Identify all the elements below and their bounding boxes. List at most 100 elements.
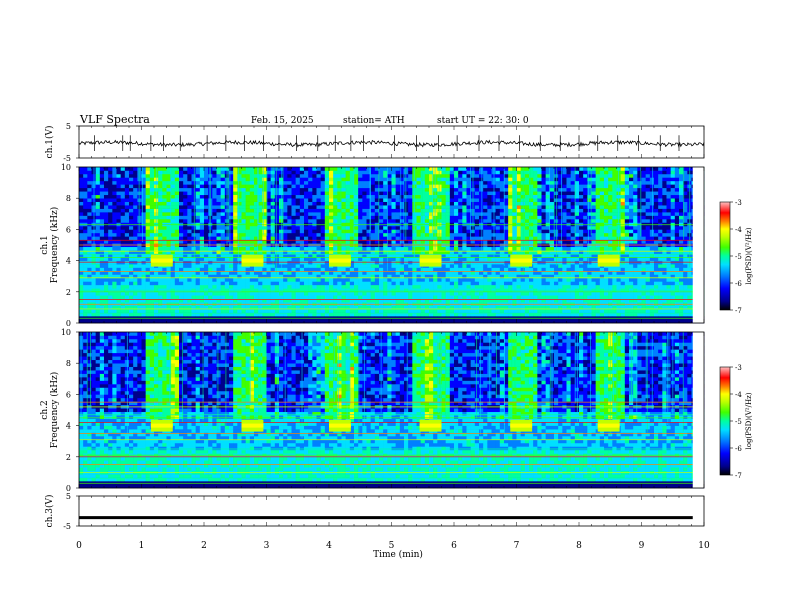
ch1-spectrogram-cell xyxy=(395,184,401,189)
ch1-spectrogram-cell xyxy=(270,291,276,296)
ch1-spectrogram-cell xyxy=(387,212,392,216)
ch1-spectrogram-cell xyxy=(504,312,509,317)
ch1-spectrogram-cell xyxy=(191,267,196,272)
ch1-spectrogram-cell xyxy=(195,319,201,324)
ch1-spectrogram-cell xyxy=(120,187,126,192)
date-label: Feb. 15, 2025 xyxy=(251,116,314,126)
ch1-spectrogram-cell xyxy=(437,208,442,213)
ch1-spectrogram-cell xyxy=(191,167,196,171)
ch1-spectrogram-cell xyxy=(341,194,346,199)
ch1-spectrogram-cell xyxy=(83,212,88,216)
ch1-spectrogram-cell xyxy=(145,250,151,254)
ch1-spectrogram-cell xyxy=(395,267,401,272)
ch1-spectrogram-cell xyxy=(170,267,176,272)
ch1-spectrogram-cell xyxy=(458,225,463,230)
ch1-spectrogram-cell xyxy=(241,267,246,272)
ch1-spectrogram-cell xyxy=(274,267,280,272)
ch1-spectrogram-cell xyxy=(324,246,330,251)
ch1-spectrogram-cell xyxy=(449,219,455,223)
ch1-spectrogram-cell xyxy=(216,208,221,213)
ch1-spectrogram-cell xyxy=(112,239,117,244)
ch1-spectrogram-cell xyxy=(383,198,388,202)
ch1-spectrogram-cell xyxy=(362,180,367,185)
ch1-spectrogram-cell xyxy=(91,271,96,275)
ch1-spectrogram-cell xyxy=(141,264,146,268)
ch1-spectrogram-cell xyxy=(449,198,455,202)
ch1-spectrogram-cell xyxy=(449,277,455,282)
ch1-spectrogram-cell xyxy=(274,215,280,220)
ch1-spectrogram-cell xyxy=(124,191,130,196)
ch1-spectrogram-cell xyxy=(158,271,163,275)
ch1-spectrogram-cell xyxy=(387,208,392,213)
ch1-spectrogram-cell xyxy=(358,253,363,258)
ch1-spectrogram-cell xyxy=(387,173,392,178)
ch1-spectrogram-cell xyxy=(220,267,226,272)
ch1-spectrogram-cell xyxy=(212,232,217,237)
ch1-spectrogram-cell xyxy=(387,298,392,303)
ch1-spectrogram-cell xyxy=(79,212,84,216)
ch1-spectrogram-cell xyxy=(333,208,338,213)
ch1-spectrogram-cell xyxy=(308,271,313,275)
ch1-spectrogram-cell xyxy=(158,184,163,189)
ch1-spectrogram-cell xyxy=(304,198,309,202)
ch1-spectrogram-cell xyxy=(141,312,146,317)
ch1-spectrogram-cell xyxy=(304,208,309,213)
ch1-spectrogram-cell xyxy=(149,298,155,303)
ch1-spectrogram-cell xyxy=(399,298,405,303)
ch1-spectrogram-cell xyxy=(266,229,271,234)
ch1-spectrogram-cell xyxy=(504,184,509,189)
ch1-spectrogram-cell xyxy=(208,239,213,244)
ch1-spectrogram-cell xyxy=(291,319,296,324)
ch1-spectrogram-cell xyxy=(274,201,280,206)
ch1-spectrogram-cell xyxy=(116,201,121,206)
ch1-spectrogram-cell xyxy=(508,277,513,282)
ch1-spectrogram-cell xyxy=(116,309,121,313)
ch1-spectrogram-cell xyxy=(424,305,430,310)
ch1-spectrogram-cell xyxy=(495,219,501,223)
ch1-spectrogram-cell xyxy=(145,170,151,175)
ch1-spectrogram-cell xyxy=(258,167,263,171)
ch1-spectrogram-cell xyxy=(420,205,426,209)
ch1-spectrogram-cell xyxy=(179,257,184,261)
ch1-spectrogram-cell xyxy=(245,319,251,324)
ch1-spectrogram-cell xyxy=(324,295,330,300)
ch1-spectrogram-cell xyxy=(383,173,388,178)
ch1-spectrogram-cell xyxy=(187,264,192,268)
ch1-spectrogram-cell xyxy=(341,208,346,213)
ch1-spectrogram-cell xyxy=(504,170,509,175)
ch1-spectrogram-cell xyxy=(241,184,246,189)
ch1-spectrogram-cell xyxy=(262,201,267,206)
ch1-spectrogram-cell xyxy=(304,215,309,220)
ch1-spectrogram-cell xyxy=(179,212,184,216)
ch1-spectrogram-cell xyxy=(412,298,417,303)
ch1-spectrogram-cell xyxy=(441,215,446,220)
ch1-spectrogram-cell xyxy=(420,177,426,182)
ch1-spectrogram-cell xyxy=(337,184,342,189)
ch1-spectrogram-cell xyxy=(229,284,234,289)
ch1-spectrogram-cell xyxy=(295,264,301,268)
ch1-spectrogram-cell xyxy=(199,319,205,324)
ch1-spectrogram-cell xyxy=(487,225,492,230)
ch1-spectrogram-cell xyxy=(374,170,380,175)
ch1-spectrogram-cell xyxy=(124,201,130,206)
ch1-spectrogram-cell xyxy=(499,284,505,289)
ch1-spectrogram-cell xyxy=(345,295,351,300)
ch1-spectrogram-cell xyxy=(133,194,138,199)
ch1-spectrogram-cell xyxy=(229,184,234,189)
ch1-spectrogram-cell xyxy=(212,267,217,272)
ch1-spectrogram-cell xyxy=(312,264,317,268)
ch1-spectrogram-cell xyxy=(154,250,159,254)
ch1-spectrogram-cell xyxy=(416,208,421,213)
ch1-spectrogram-cell xyxy=(295,250,301,254)
ch1-spectrogram-cell xyxy=(354,253,359,258)
ch1-spectrogram-cell xyxy=(166,277,171,282)
ch1-spectrogram-cell xyxy=(458,219,463,223)
ch1-spectrogram-cell xyxy=(391,298,396,303)
ch1-spectrogram-cell xyxy=(370,264,376,268)
ch1-spectrogram-cell xyxy=(166,291,171,296)
ch1-spectrogram-cell xyxy=(212,173,217,178)
ch1-spectrogram-cell xyxy=(333,312,338,317)
ch1-spectrogram-cell xyxy=(416,205,421,209)
ch1-spectrogram-cell xyxy=(99,208,105,213)
ch1-spectrogram-cell xyxy=(383,295,388,300)
